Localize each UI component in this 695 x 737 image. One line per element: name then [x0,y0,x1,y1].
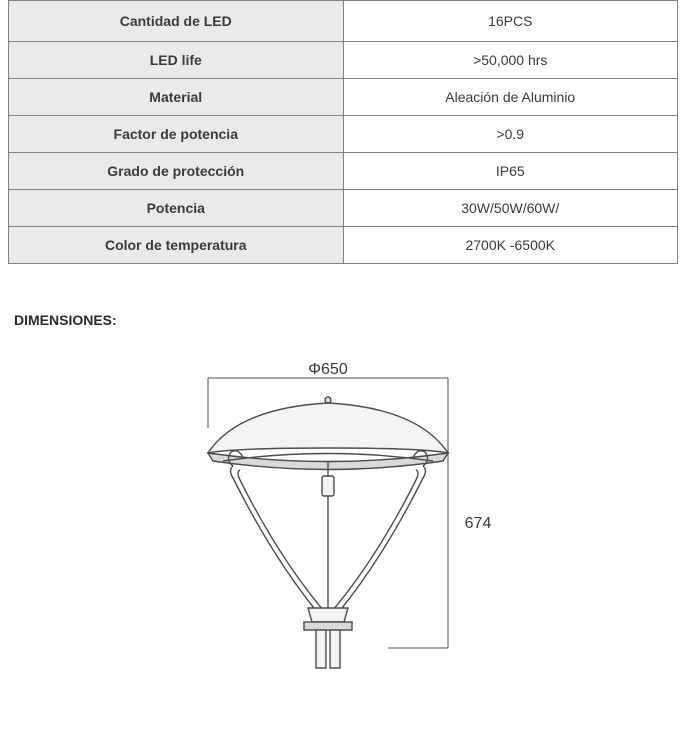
spec-row-value: >50,000 hrs [343,42,678,79]
spec-row-label: Color de temperatura [9,227,344,264]
spec-row-label: LED life [9,42,344,79]
spec-row-value: IP65 [343,153,678,190]
spec-row-value: Aleación de Aluminio [343,79,678,116]
spec-row-label: Grado de protección [9,153,344,190]
dimensions-heading: DIMENSIONES: [14,312,687,328]
diagram-width-label: Φ650 [308,361,348,378]
spec-table: Cantidad de LED 16PCS LED life >50,000 h… [8,0,678,264]
spec-row-label: Potencia [9,190,344,227]
dimensions-diagram-container: Φ650 674 [8,358,687,688]
spec-row-value: 16PCS [343,1,678,42]
spec-row-value: 2700K -6500K [343,227,678,264]
spec-row-label: Material [9,79,344,116]
spec-row-value: >0.9 [343,116,678,153]
spec-row-value: 30W/50W/60W/ [343,190,678,227]
spec-row-label: Cantidad de LED [9,1,344,42]
diagram-height-label: 674 [464,515,491,532]
lamp-dimensions-diagram: Φ650 674 [178,358,518,688]
spec-row-label: Factor de potencia [9,116,344,153]
